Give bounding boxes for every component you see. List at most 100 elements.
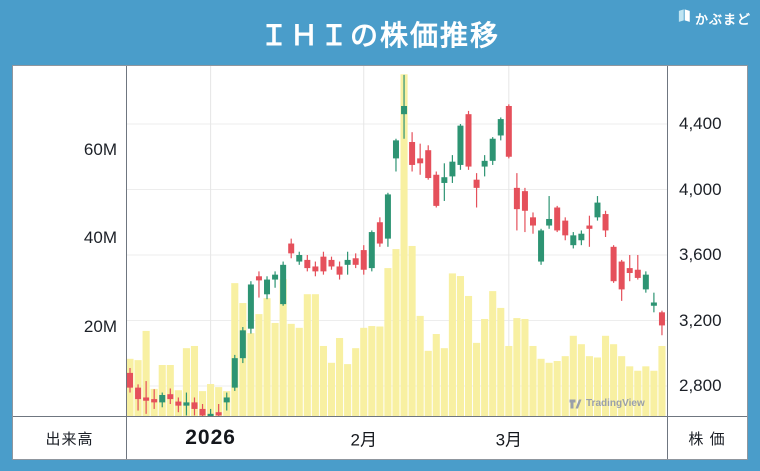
price-tick-label: 3,600: [679, 245, 722, 264]
candle-body: [521, 191, 528, 211]
candle-body: [167, 394, 174, 400]
volume-bar: [400, 74, 408, 416]
candle-body: [497, 119, 504, 136]
volume-bar: [481, 318, 489, 416]
volume-bar: [295, 327, 303, 416]
volume-bar: [376, 326, 384, 416]
time-tick-label: 2026: [185, 426, 236, 449]
candle-body: [304, 259, 311, 269]
volume-tick-label: 40M: [83, 228, 117, 247]
candle-body: [650, 302, 657, 306]
volume-bar: [521, 318, 529, 416]
candle-body: [215, 412, 222, 416]
candle-body: [481, 160, 488, 167]
page-title: ＩＨＩの株価推移: [259, 20, 500, 51]
volume-bar: [593, 357, 602, 416]
candle-body: [489, 138, 496, 161]
candle-body: [296, 255, 303, 262]
volume-axis-label: 出来高: [45, 430, 94, 448]
volume-bar: [352, 348, 360, 416]
price-axis: 4,400 4,000 3,600 3,200 2,800: [668, 66, 748, 416]
candle-body: [255, 276, 262, 281]
candle-body: [433, 174, 440, 206]
volume-bar: [311, 294, 319, 416]
candle-body: [473, 179, 480, 188]
candle-body: [320, 256, 327, 272]
volume-bar: [416, 315, 424, 416]
tradingview-watermark[interactable]: TradingView: [569, 398, 645, 409]
volume-bar: [207, 384, 215, 416]
candle-body: [449, 161, 456, 177]
volume-bar: [158, 364, 166, 416]
candle-body: [594, 202, 601, 218]
tradingview-logo-icon: [569, 399, 582, 409]
candle-body: [360, 250, 367, 270]
volume-bar: [360, 327, 368, 416]
candle-body: [336, 266, 343, 275]
candle-body: [586, 225, 593, 229]
time-axis-row: 出来高 株 価 2026 2月 3月: [13, 417, 747, 459]
volume-bar: [198, 391, 207, 416]
volume-bar: [384, 268, 392, 416]
candle-body: [409, 142, 416, 165]
candle-body: [312, 266, 319, 272]
candle-body: [239, 330, 246, 359]
candle-body: [441, 177, 448, 183]
candle-body: [392, 140, 399, 159]
volume-bar: [190, 345, 199, 416]
candle-body: [465, 114, 472, 167]
volume-bar: [561, 356, 569, 416]
candle-body: [264, 279, 271, 295]
candle-body: [247, 284, 254, 329]
price-axis-label: 株 価: [688, 430, 726, 448]
volume-bar: [464, 295, 473, 416]
volume-bar: [577, 344, 585, 416]
volume-bar: [263, 298, 271, 416]
volume-bar: [585, 356, 593, 416]
candle-body: [562, 220, 569, 236]
volume-bar: [336, 338, 344, 416]
volume-bar: [569, 335, 577, 416]
volume-bar: [545, 362, 553, 416]
kabumado-logo-text: かぶまど: [694, 11, 751, 27]
candle-body: [626, 268, 633, 274]
time-axis-border: [13, 416, 747, 417]
candle-body: [417, 158, 424, 164]
candle-body: [280, 264, 287, 305]
volume-bar: [537, 358, 545, 416]
price-tick-label: 3,200: [679, 310, 722, 330]
volume-bar: [215, 387, 223, 416]
candle-body: [401, 105, 408, 115]
volume-bar: [456, 276, 465, 416]
plot-right-border: [667, 66, 668, 459]
candle-body: [530, 217, 536, 226]
candle-body: [231, 358, 238, 388]
candle-body: [384, 194, 391, 239]
candle-body: [223, 397, 230, 403]
volume-bar: [440, 348, 448, 416]
volume-bar: [231, 283, 239, 416]
candle-body: [159, 395, 166, 403]
volume-bar: [658, 345, 666, 416]
volume-bar: [601, 335, 610, 416]
candle-body: [570, 235, 577, 246]
candle-body: [127, 372, 133, 388]
candle-body: [376, 222, 383, 244]
volume-bar: [497, 307, 505, 416]
volume-bar: [255, 314, 263, 416]
candle-body: [344, 259, 351, 265]
candle-body: [328, 259, 335, 267]
kabumado-logo[interactable]: かぶまど: [677, 8, 751, 28]
volume-axis: 60M 40M 20M: [13, 66, 117, 416]
chart-panel: 60M 40M 20M TradingView 4,400 4,000 3,600 3,2…: [12, 65, 748, 460]
candle-body: [352, 258, 359, 265]
candle-body: [618, 261, 625, 290]
candlestick-volume-chart: [126, 66, 667, 416]
volume-bar: [247, 333, 255, 416]
candle-body: [658, 312, 665, 326]
volume-bar: [327, 362, 336, 416]
candle-body: [610, 246, 617, 282]
volume-tick-label: 20M: [83, 316, 117, 336]
volume-bar: [610, 344, 618, 416]
